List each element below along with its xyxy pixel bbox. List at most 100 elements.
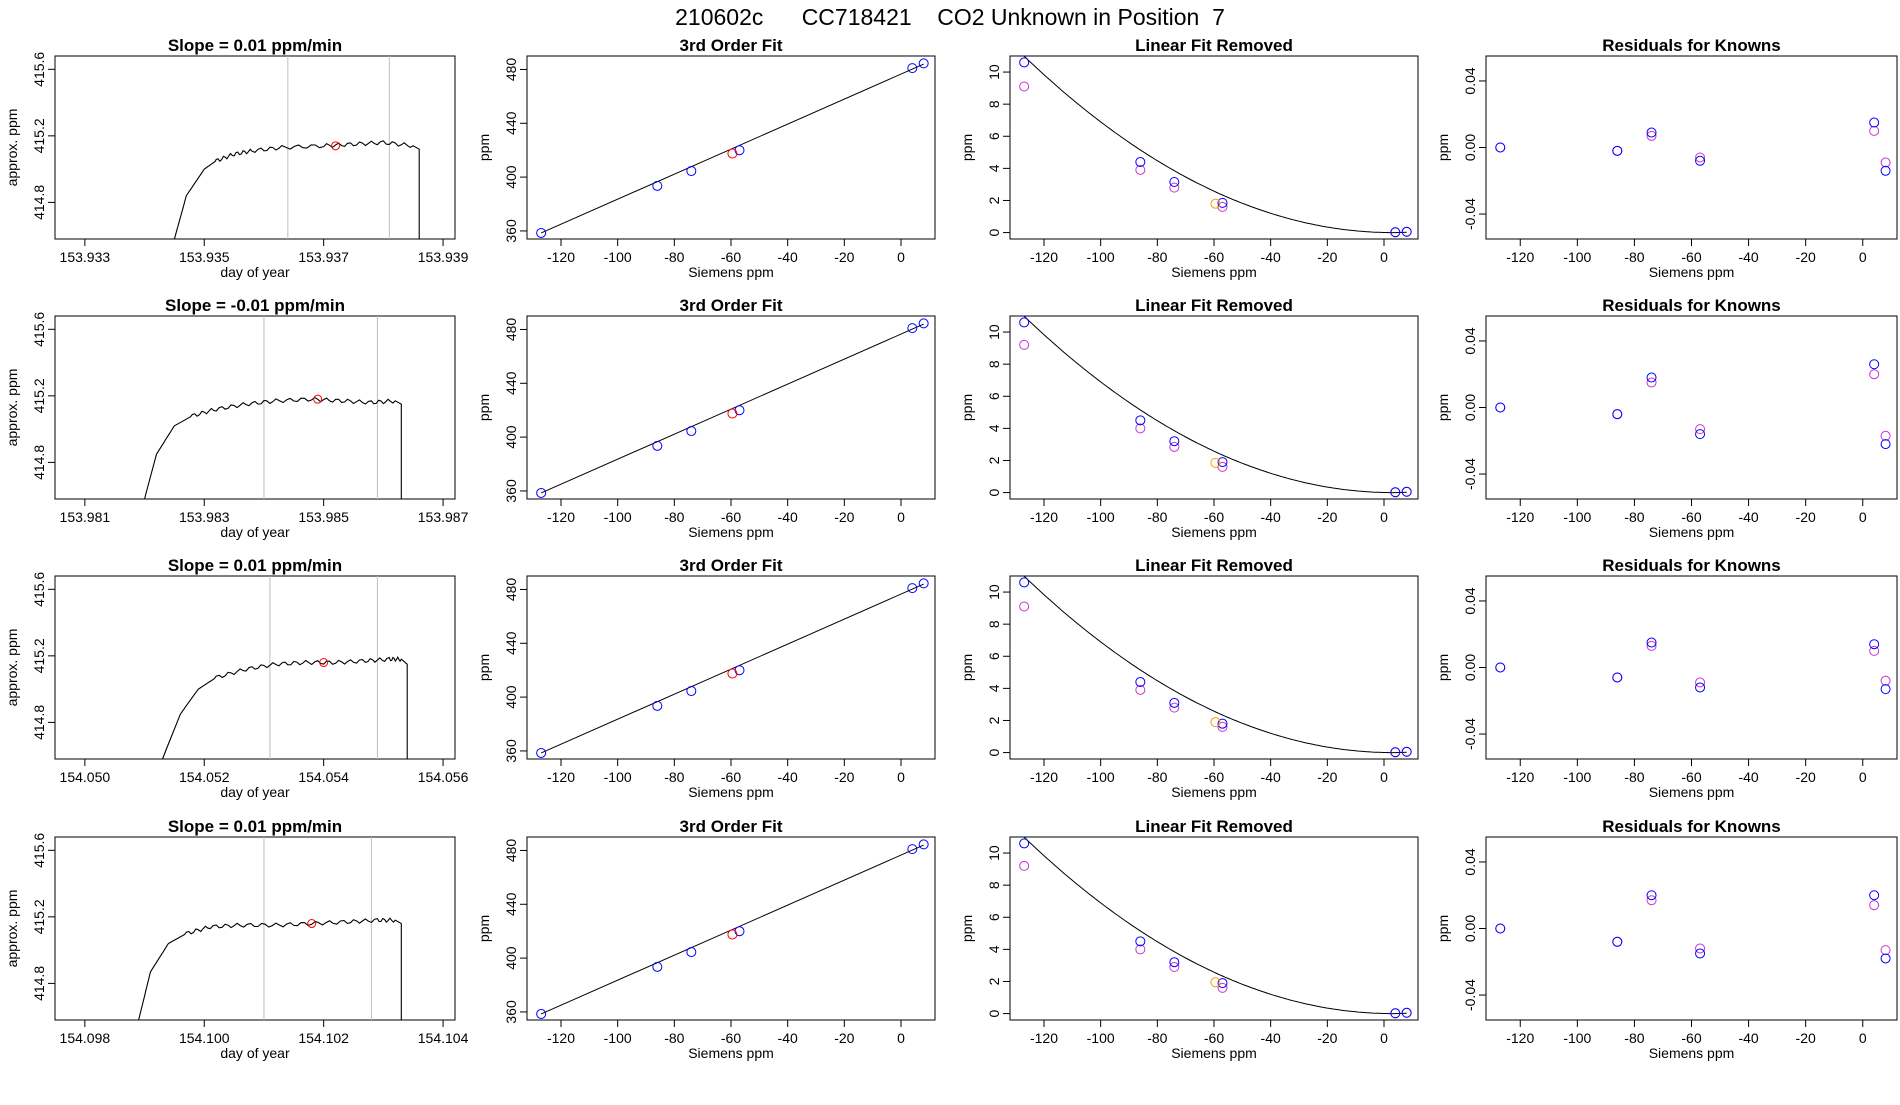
known-point xyxy=(686,947,697,958)
y-tick-label: 0.04 xyxy=(1462,67,1478,94)
plot-area xyxy=(173,56,420,239)
x-tick-label: -40 xyxy=(778,1030,798,1046)
known-point xyxy=(1019,838,1030,849)
known-point xyxy=(1612,672,1623,683)
known-point xyxy=(1169,436,1180,447)
reference-point xyxy=(1019,339,1030,350)
x-tick-label: 0 xyxy=(1380,1030,1388,1046)
x-tick-label: -80 xyxy=(664,769,684,785)
x-tick-label: -120 xyxy=(547,249,575,265)
x-tick-label: -80 xyxy=(664,509,684,525)
x-tick-label: -80 xyxy=(1147,1030,1167,1046)
x-axis-label: Siemens ppm xyxy=(1171,264,1257,280)
fit-curve xyxy=(1023,316,1407,494)
reference-point xyxy=(1169,441,1180,452)
y-tick-label: 415.6 xyxy=(31,312,47,347)
x-tick-label: -20 xyxy=(834,509,854,525)
reference-point xyxy=(1217,982,1228,993)
x-tick-label: 0 xyxy=(1859,249,1867,265)
y-tick-label: 0 xyxy=(986,1009,1002,1017)
y-tick-label: 4 xyxy=(986,684,1002,692)
x-tick-label: 153.939 xyxy=(418,249,469,265)
x-tick-label: 154.056 xyxy=(418,769,469,785)
x-tick-label: -100 xyxy=(1563,509,1591,525)
x-axis-label: Siemens ppm xyxy=(1649,1045,1735,1061)
x-tick-label: 154.102 xyxy=(298,1030,349,1046)
y-tick-label: 400 xyxy=(503,946,519,970)
x-tick-label: 154.050 xyxy=(60,769,111,785)
plot-area xyxy=(1019,56,1412,238)
x-tick-label: 0 xyxy=(897,1030,905,1046)
x-tick-label: -40 xyxy=(778,249,798,265)
x-tick-label: 0 xyxy=(1380,249,1388,265)
x-axis-label: Siemens ppm xyxy=(1649,264,1735,280)
x-tick-label: -80 xyxy=(1624,1030,1644,1046)
known-point xyxy=(1217,718,1228,729)
x-tick-label: -40 xyxy=(1261,1030,1281,1046)
x-tick-label: -100 xyxy=(1087,1030,1115,1046)
y-tick-label: 8 xyxy=(986,881,1002,889)
y-tick-label: 400 xyxy=(503,685,519,709)
known-point xyxy=(1869,359,1880,370)
x-tick-label: 153.985 xyxy=(298,509,349,525)
plot-frame xyxy=(54,836,456,1021)
x-tick-label: 154.098 xyxy=(60,1030,111,1046)
y-tick-label: 414.8 xyxy=(31,705,47,740)
chart-panel-r2c4: Residuals for Knowns -120 -100 -80 -60 -40 -20… xyxy=(1435,296,1898,540)
x-tick-label: 0 xyxy=(1859,509,1867,525)
known-point xyxy=(918,578,929,589)
x-tick-label: -80 xyxy=(664,1030,684,1046)
chart-panel-r4c3: Linear Fit Removed -120 -100 -80 -60 -40 -20 0 0… xyxy=(959,817,1419,1061)
x-tick-label: 154.104 xyxy=(418,1030,469,1046)
x-tick-label: -80 xyxy=(1147,769,1167,785)
x-axis-label: Siemens ppm xyxy=(1171,1045,1257,1061)
y-tick-label: 0 xyxy=(986,228,1002,236)
chart-title: Linear Fit Removed xyxy=(1135,556,1293,575)
fit-line xyxy=(540,323,924,494)
x-tick-label: -120 xyxy=(1030,509,1058,525)
known-point xyxy=(1646,127,1657,138)
reference-point xyxy=(1880,157,1891,168)
y-tick-label: 2 xyxy=(986,196,1002,204)
x-tick-label: -100 xyxy=(604,1030,632,1046)
chart-panel-r1c2: 3rd Order Fit -120 -100 -80 -60 -40 -20 0 360 400… xyxy=(476,36,936,280)
reference-point xyxy=(1880,945,1891,956)
chart-title: Residuals for Knowns xyxy=(1602,817,1781,836)
reference-point xyxy=(1646,895,1657,906)
x-tick-label: -60 xyxy=(721,769,741,785)
known-point xyxy=(1401,486,1412,497)
x-tick-label: -100 xyxy=(1087,249,1115,265)
plot-area xyxy=(1495,637,1891,695)
known-point xyxy=(1135,936,1146,947)
reference-point xyxy=(1135,423,1146,434)
y-tick-label: 414.8 xyxy=(31,966,47,1001)
x-tick-label: -120 xyxy=(547,769,575,785)
y-tick-label: -0.04 xyxy=(1462,718,1478,750)
y-axis-label: ppm xyxy=(1435,654,1451,681)
y-axis-label: ppm xyxy=(1435,134,1451,161)
mean-marker xyxy=(307,919,317,929)
plot-area xyxy=(138,837,402,1020)
known-point xyxy=(918,58,929,69)
y-tick-label: 0.00 xyxy=(1462,394,1478,421)
x-tick-label: -60 xyxy=(1681,769,1701,785)
chart-title: 3rd Order Fit xyxy=(680,36,783,55)
x-tick-label: -40 xyxy=(1738,769,1758,785)
known-point xyxy=(652,700,663,711)
known-point xyxy=(686,426,697,437)
y-tick-label: 4 xyxy=(986,945,1002,953)
plot-area xyxy=(161,576,408,759)
chart-title: Residuals for Knowns xyxy=(1602,296,1781,315)
reference-point xyxy=(1695,424,1706,435)
x-tick-label: -20 xyxy=(1317,249,1337,265)
known-point xyxy=(1401,746,1412,757)
x-tick-label: -100 xyxy=(604,769,632,785)
y-tick-label: -0.04 xyxy=(1462,979,1478,1011)
known-point xyxy=(1495,923,1506,934)
y-tick-label: 414.8 xyxy=(31,185,47,220)
known-point xyxy=(1135,415,1146,426)
y-tick-label: 480 xyxy=(503,839,519,863)
x-tick-label: -60 xyxy=(1204,509,1224,525)
y-axis-label: ppm xyxy=(476,134,492,161)
